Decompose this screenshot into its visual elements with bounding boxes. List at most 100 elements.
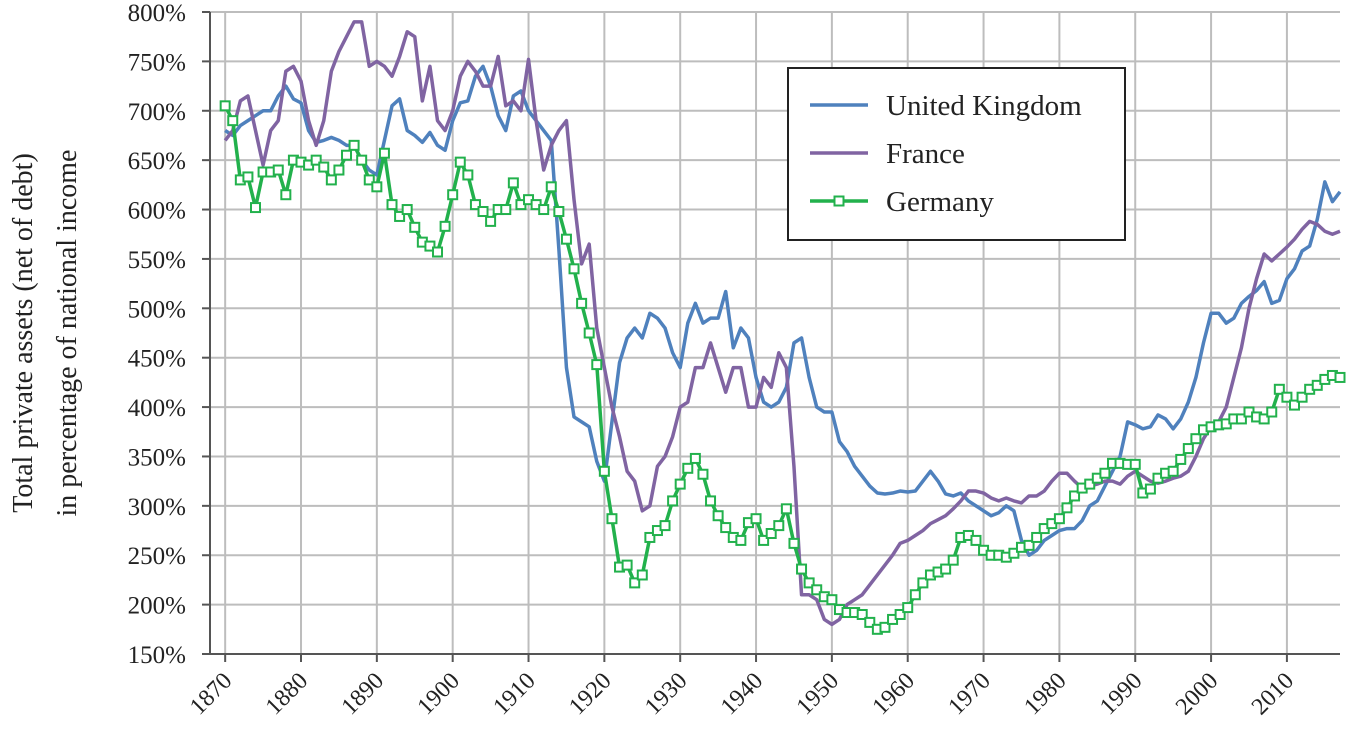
data-point <box>1069 490 1081 502</box>
x-tick-label: 1960 <box>868 668 920 720</box>
data-point <box>1182 443 1194 455</box>
x-tick-label: 2010 <box>1247 668 1299 720</box>
data-point <box>500 204 512 216</box>
data-point <box>507 177 519 189</box>
data-point <box>970 534 982 546</box>
data-point <box>826 594 838 606</box>
data-point <box>439 220 451 232</box>
data-point <box>591 359 603 371</box>
x-tick-label: 1930 <box>640 668 692 720</box>
data-point <box>902 602 914 614</box>
data-point <box>682 462 694 474</box>
data-point <box>1334 371 1346 383</box>
data-point <box>1144 483 1156 495</box>
data-point <box>568 263 580 275</box>
data-point <box>1288 399 1300 411</box>
data-point <box>386 199 398 211</box>
data-point <box>583 327 595 339</box>
data-point <box>454 156 466 168</box>
x-tick-label: 1940 <box>716 668 768 720</box>
y-tick-label: 500% <box>128 296 186 323</box>
data-point <box>705 495 717 507</box>
data-point <box>447 189 459 201</box>
data-point <box>553 206 565 218</box>
data-point <box>909 589 921 601</box>
x-tick-label: 1910 <box>488 668 540 720</box>
data-point <box>629 577 641 589</box>
data-point <box>803 577 815 589</box>
legend-marker <box>833 195 845 207</box>
data-point <box>765 528 777 540</box>
legend-label: Germany <box>886 186 994 218</box>
data-point <box>1008 547 1020 559</box>
data-point <box>378 147 390 159</box>
data-point <box>720 522 732 534</box>
series-line <box>223 105 1341 632</box>
data-point <box>864 616 876 628</box>
data-point <box>394 210 406 222</box>
data-point <box>356 154 368 166</box>
data-point <box>1084 478 1096 490</box>
x-tick-label: 1980 <box>1019 668 1071 720</box>
data-point <box>856 608 868 620</box>
data-point <box>469 199 481 211</box>
y-tick-label: 200% <box>128 593 186 620</box>
data-point <box>272 164 284 176</box>
data-point <box>250 202 262 214</box>
y-tick-label: 400% <box>128 395 186 422</box>
data-point <box>318 161 330 173</box>
y-tick-label: 150% <box>128 642 186 669</box>
data-point <box>1235 413 1247 425</box>
x-tick-label: 1950 <box>792 668 844 720</box>
data-point <box>545 181 557 193</box>
y-tick-label: 800% <box>128 0 186 27</box>
data-point <box>621 559 633 571</box>
data-point <box>667 495 679 507</box>
data-point <box>689 452 701 464</box>
data-point <box>773 520 785 532</box>
y-axis-label: Total private assets (net of debt) <box>8 153 39 513</box>
data-point <box>1273 383 1285 395</box>
data-point <box>560 233 572 245</box>
data-point <box>796 563 808 575</box>
x-tick-label: 1900 <box>413 668 465 720</box>
data-point <box>644 531 656 543</box>
legend-label: United Kingdom <box>886 90 1082 122</box>
data-point <box>227 115 239 127</box>
data-point <box>432 246 444 258</box>
data-point <box>325 174 337 186</box>
x-tick-label: 1920 <box>564 668 616 720</box>
data-point <box>363 174 375 186</box>
data-point <box>1190 433 1202 445</box>
data-point <box>409 221 421 233</box>
data-point <box>1266 406 1278 418</box>
data-point <box>1031 531 1043 543</box>
y-tick-label: 600% <box>128 198 186 225</box>
data-point <box>606 513 618 525</box>
data-point <box>1296 391 1308 403</box>
x-tick-label: 1880 <box>261 668 313 720</box>
data-point <box>348 139 360 151</box>
series-line <box>224 64 1342 557</box>
y-axis-label: in percentage of national income <box>52 150 83 517</box>
data-point <box>879 621 891 633</box>
data-point <box>1167 465 1179 477</box>
data-point <box>735 534 747 546</box>
data-point <box>1129 458 1141 470</box>
data-point <box>1023 539 1035 551</box>
data-point <box>1281 391 1293 403</box>
y-tick-label: 700% <box>128 99 186 126</box>
data-point <box>341 149 353 161</box>
legend: United Kingdom France Germany <box>787 67 1126 241</box>
data-point <box>788 537 800 549</box>
legend-label: France <box>886 138 965 170</box>
data-point <box>1258 413 1270 425</box>
data-point <box>780 503 792 515</box>
data-point <box>424 240 436 252</box>
data-point <box>894 608 906 620</box>
data-point <box>1053 513 1065 525</box>
data-point <box>758 534 770 546</box>
y-tick-label: 300% <box>128 494 186 521</box>
data-point <box>576 297 588 309</box>
